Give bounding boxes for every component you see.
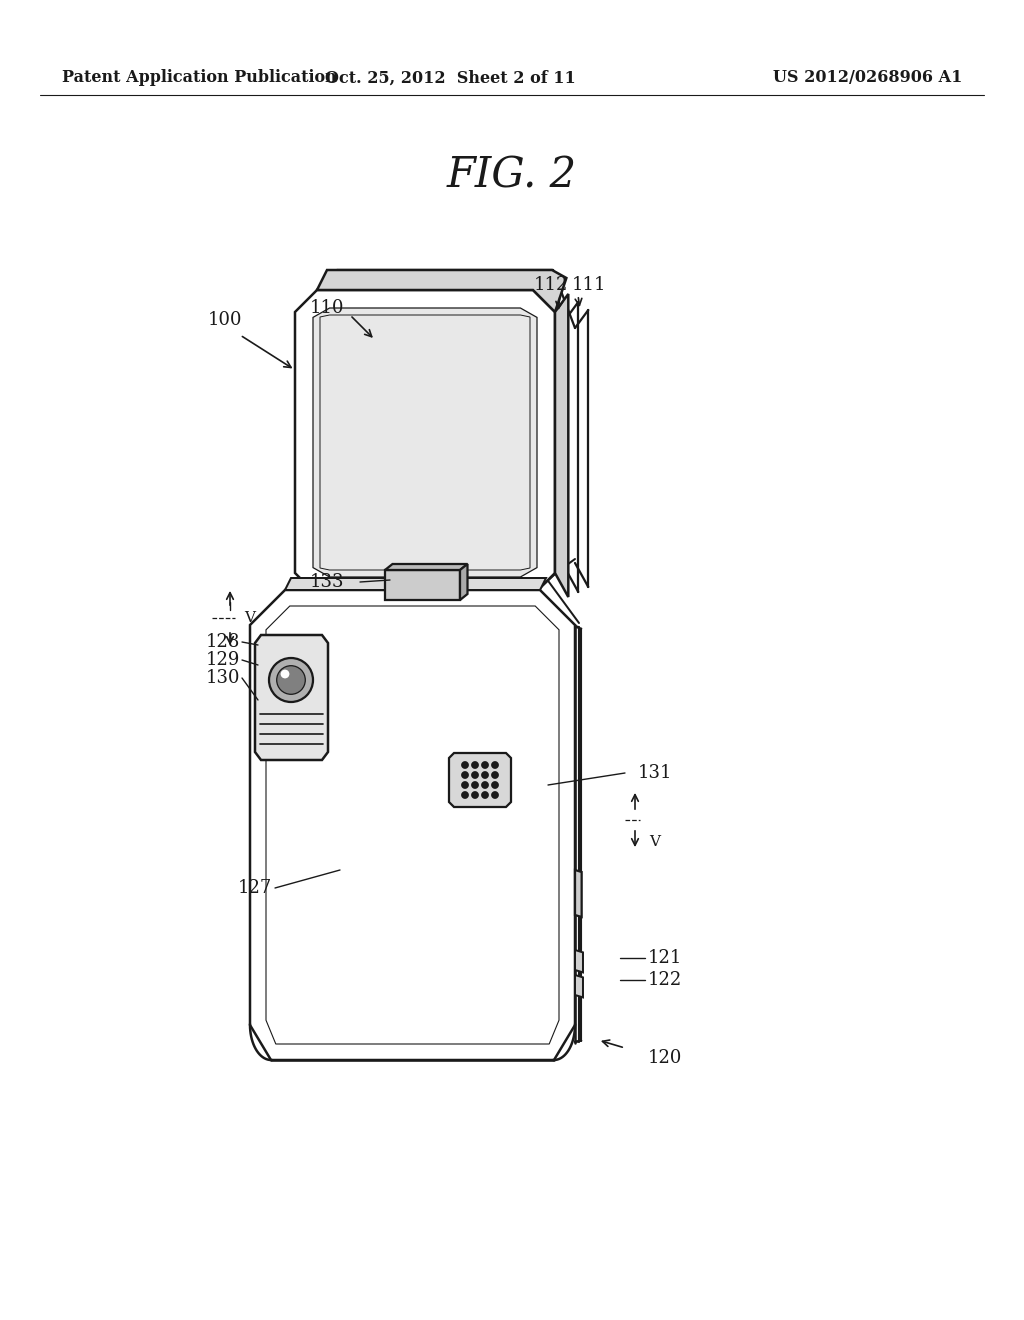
Text: US 2012/0268906 A1: US 2012/0268906 A1 bbox=[773, 70, 962, 87]
Polygon shape bbox=[255, 635, 328, 760]
Text: 100: 100 bbox=[208, 312, 243, 329]
Circle shape bbox=[481, 771, 488, 779]
Circle shape bbox=[269, 657, 313, 702]
Circle shape bbox=[481, 781, 488, 788]
Text: 121: 121 bbox=[648, 949, 682, 968]
Circle shape bbox=[462, 771, 469, 779]
Polygon shape bbox=[385, 564, 468, 570]
Polygon shape bbox=[575, 870, 582, 917]
Text: 131: 131 bbox=[638, 764, 673, 781]
Circle shape bbox=[276, 665, 305, 694]
Circle shape bbox=[471, 781, 478, 788]
Text: 110: 110 bbox=[310, 300, 344, 317]
Polygon shape bbox=[575, 975, 583, 998]
Polygon shape bbox=[285, 578, 546, 590]
Polygon shape bbox=[575, 950, 583, 973]
Polygon shape bbox=[295, 290, 555, 595]
Circle shape bbox=[471, 792, 478, 799]
Circle shape bbox=[481, 792, 488, 799]
Polygon shape bbox=[449, 752, 511, 807]
Polygon shape bbox=[317, 271, 566, 312]
Text: Oct. 25, 2012  Sheet 2 of 11: Oct. 25, 2012 Sheet 2 of 11 bbox=[325, 70, 575, 87]
Circle shape bbox=[462, 781, 469, 788]
Text: FIG. 2: FIG. 2 bbox=[446, 154, 578, 195]
Text: 127: 127 bbox=[238, 879, 272, 898]
Text: 111: 111 bbox=[572, 276, 606, 294]
Polygon shape bbox=[555, 294, 568, 597]
Circle shape bbox=[462, 762, 469, 768]
Text: V: V bbox=[649, 836, 660, 849]
Circle shape bbox=[462, 792, 469, 799]
Text: 128: 128 bbox=[206, 634, 240, 651]
Circle shape bbox=[492, 762, 499, 768]
Circle shape bbox=[471, 762, 478, 768]
Polygon shape bbox=[250, 590, 575, 1060]
Circle shape bbox=[281, 669, 290, 678]
Polygon shape bbox=[313, 308, 537, 577]
Text: 112: 112 bbox=[534, 276, 568, 294]
Text: 120: 120 bbox=[648, 1049, 682, 1067]
Text: 129: 129 bbox=[206, 651, 240, 669]
Text: 130: 130 bbox=[206, 669, 240, 686]
Circle shape bbox=[492, 781, 499, 788]
Text: V: V bbox=[244, 611, 255, 624]
Polygon shape bbox=[460, 564, 468, 601]
Circle shape bbox=[481, 762, 488, 768]
Polygon shape bbox=[385, 570, 460, 601]
Circle shape bbox=[471, 771, 478, 779]
Text: 133: 133 bbox=[310, 573, 344, 591]
Circle shape bbox=[492, 792, 499, 799]
Circle shape bbox=[492, 771, 499, 779]
Text: Patent Application Publication: Patent Application Publication bbox=[62, 70, 337, 87]
Text: 122: 122 bbox=[648, 972, 682, 989]
